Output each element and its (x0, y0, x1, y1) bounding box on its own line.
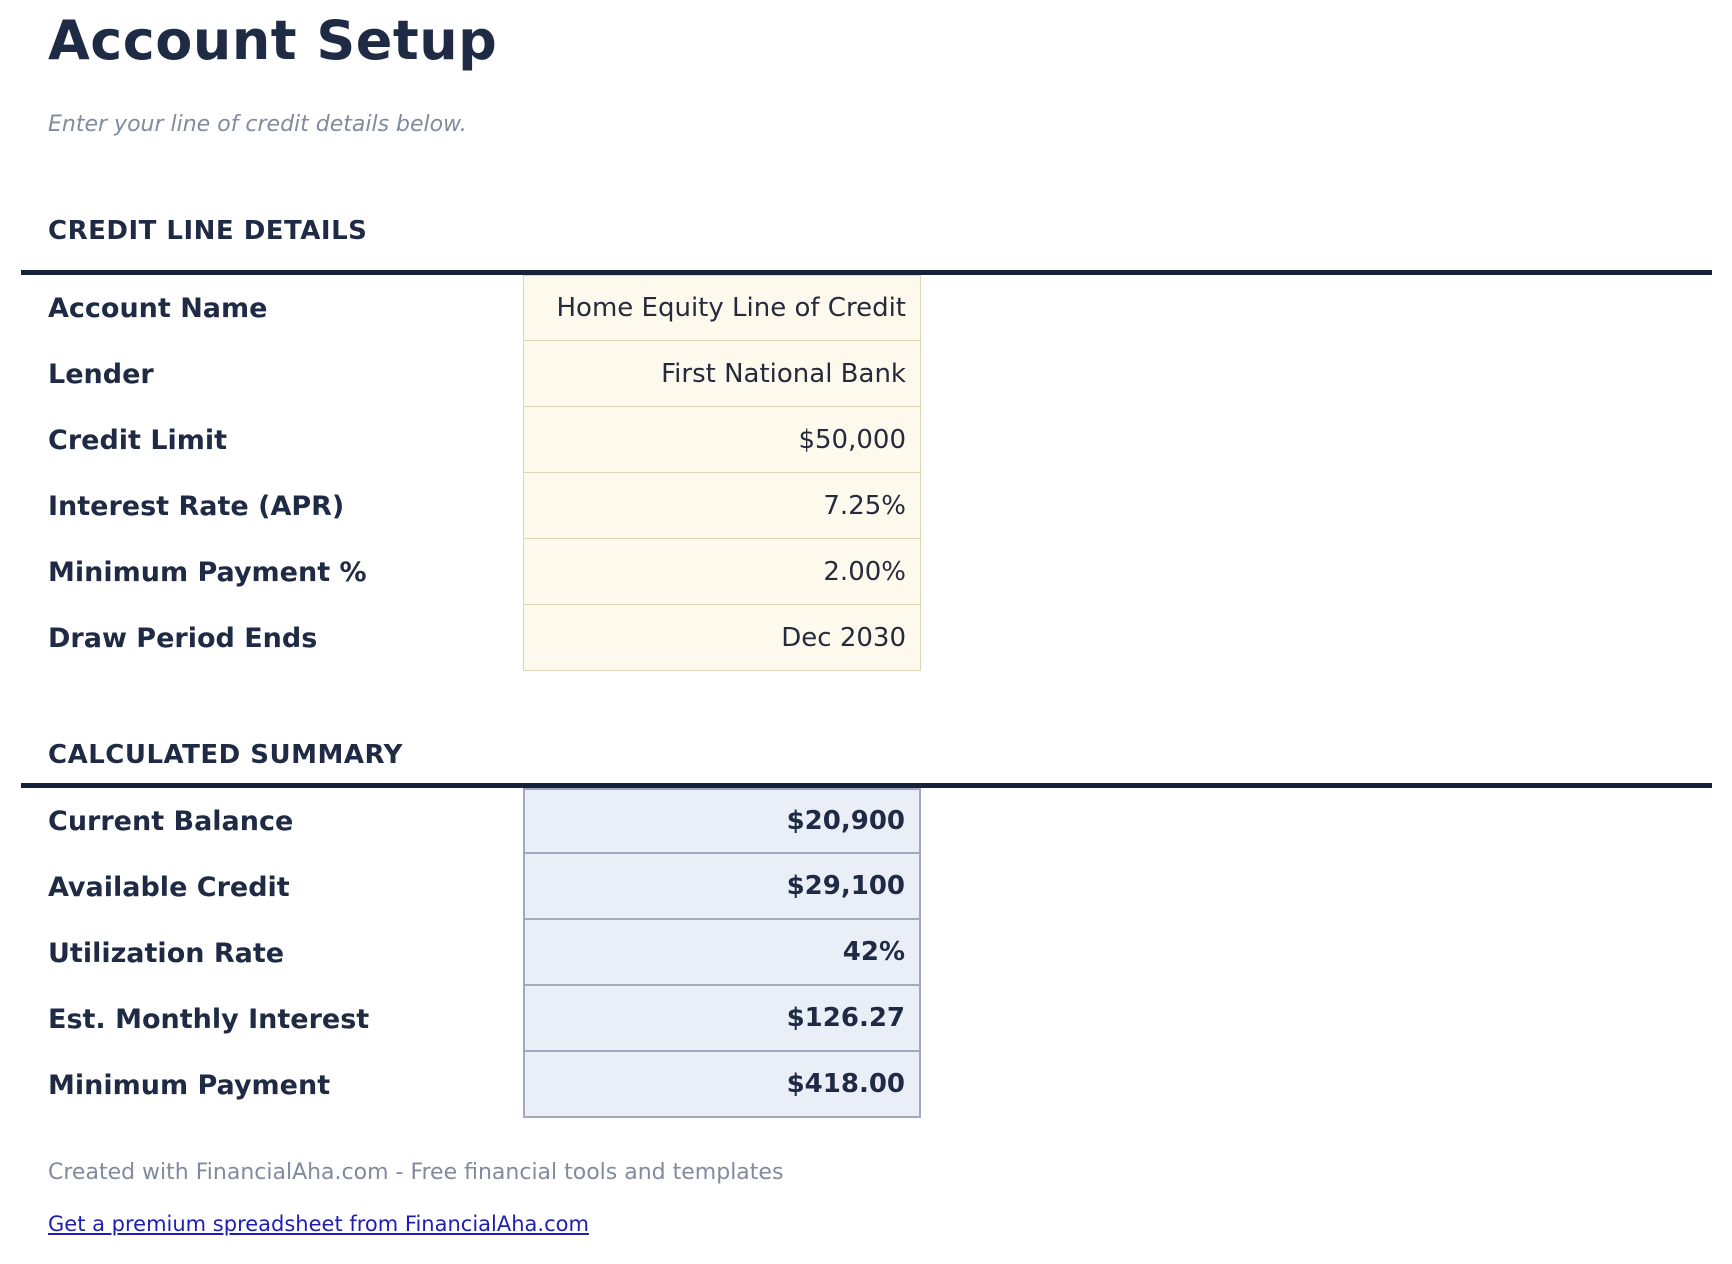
page-title: Account Setup (48, 9, 498, 72)
row-label-current-balance: Current Balance (48, 805, 294, 837)
calculated-summary-section: CALCULATED SUMMARY Current Balance $20,9… (0, 738, 1732, 1118)
table-row: Est. Monthly Interest $126.27 (21, 986, 1712, 1052)
premium-spreadsheet-link[interactable]: Get a premium spreadsheet from Financial… (48, 1212, 589, 1236)
row-label-interest-rate: Interest Rate (APR) (48, 490, 345, 522)
row-label-est-monthly-interest: Est. Monthly Interest (48, 1003, 370, 1035)
row-label-available-credit: Available Credit (48, 871, 290, 903)
row-label-draw-period-ends: Draw Period Ends (48, 622, 318, 654)
calculated-summary-divider (21, 783, 1712, 788)
table-row: Available Credit $29,100 (21, 854, 1712, 920)
calculated-summary-table: Current Balance $20,900 Available Credit… (21, 788, 1712, 1118)
summary-cell-available-credit: $29,100 (523, 854, 921, 920)
input-cell-draw-period-ends[interactable]: Dec 2030 (523, 605, 921, 671)
table-row: Current Balance $20,900 (21, 788, 1712, 854)
row-label-utilization-rate: Utilization Rate (48, 937, 285, 969)
summary-cell-current-balance: $20,900 (523, 788, 921, 854)
credit-line-details-heading: CREDIT LINE DETAILS (48, 216, 368, 246)
table-row: Minimum Payment % 2.00% (21, 539, 1712, 605)
footer-credit-text: Created with FinancialAha.com - Free fin… (48, 1160, 784, 1185)
input-cell-minimum-payment-pct[interactable]: 2.00% (523, 539, 921, 605)
input-cell-interest-rate[interactable]: 7.25% (523, 473, 921, 539)
credit-line-details-divider (21, 270, 1712, 275)
summary-cell-minimum-payment: $418.00 (523, 1052, 921, 1118)
summary-cell-est-monthly-interest: $126.27 (523, 986, 921, 1052)
table-row: Account Name Home Equity Line of Credit (21, 275, 1712, 341)
credit-line-details-table: Account Name Home Equity Line of Credit … (21, 275, 1712, 671)
table-row: Interest Rate (APR) 7.25% (21, 473, 1712, 539)
page-footer: Created with FinancialAha.com - Free fin… (0, 1158, 1732, 1238)
input-cell-lender[interactable]: First National Bank (523, 341, 921, 407)
row-label-account-name: Account Name (48, 292, 268, 324)
row-label-minimum-payment-pct: Minimum Payment % (48, 556, 367, 588)
calculated-summary-heading: CALCULATED SUMMARY (48, 740, 403, 770)
table-row: Credit Limit $50,000 (21, 407, 1712, 473)
summary-cell-utilization-rate: 42% (523, 920, 921, 986)
row-label-minimum-payment: Minimum Payment (48, 1069, 331, 1101)
table-row: Minimum Payment $418.00 (21, 1052, 1712, 1118)
row-label-lender: Lender (48, 358, 154, 390)
credit-line-details-section: CREDIT LINE DETAILS Account Name Home Eq… (0, 214, 1732, 671)
account-setup-page: Account Setup Enter your line of credit … (0, 8, 1732, 1238)
table-row: Draw Period Ends Dec 2030 (21, 605, 1712, 671)
input-cell-account-name[interactable]: Home Equity Line of Credit (523, 275, 921, 341)
page-subtitle: Enter your line of credit details below. (48, 112, 467, 137)
table-row: Lender First National Bank (21, 341, 1712, 407)
row-label-credit-limit: Credit Limit (48, 424, 228, 456)
table-row: Utilization Rate 42% (21, 920, 1712, 986)
input-cell-credit-limit[interactable]: $50,000 (523, 407, 921, 473)
